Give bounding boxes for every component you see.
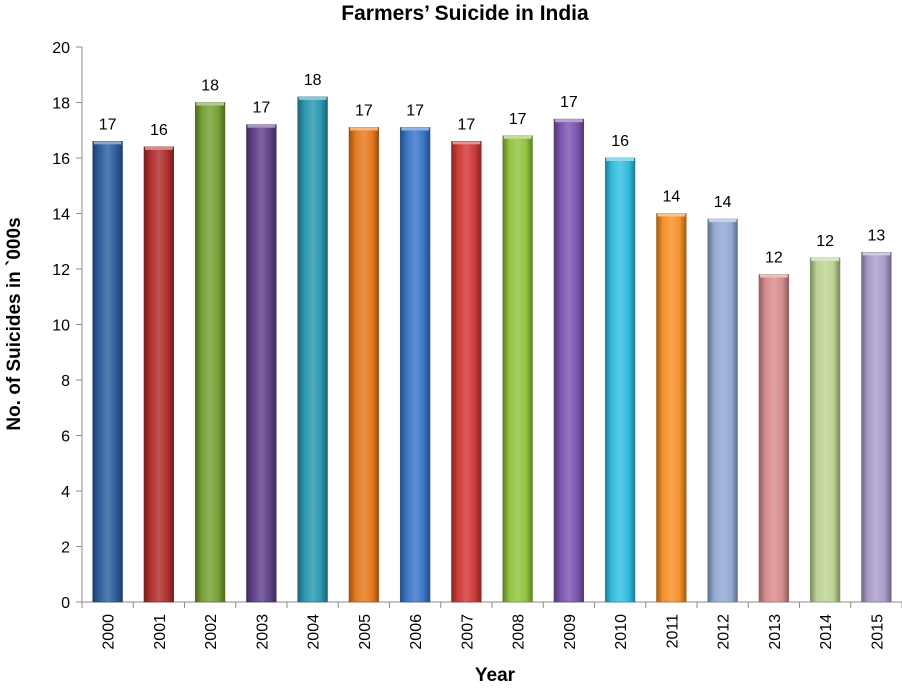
bar-2014 xyxy=(809,257,841,603)
x-tick-label: 2013 xyxy=(767,614,784,650)
x-tick-label: 2012 xyxy=(716,614,733,650)
bar-top-highlight xyxy=(298,96,327,100)
x-tick-label: 2010 xyxy=(613,614,630,650)
data-label: 16 xyxy=(611,133,629,150)
x-tick-label: 2001 xyxy=(152,614,169,650)
bar-2011 xyxy=(656,213,687,603)
y-tick-label: 10 xyxy=(52,318,70,335)
y-tick-label: 18 xyxy=(52,96,70,113)
data-label: 17 xyxy=(509,111,527,128)
data-label: 16 xyxy=(150,122,168,139)
y-tick-label: 4 xyxy=(61,484,70,501)
y-tick-label: 20 xyxy=(52,40,70,57)
bar-top-highlight xyxy=(503,135,532,139)
bar-top-highlight xyxy=(760,274,788,278)
x-tick-label: 2009 xyxy=(562,614,579,650)
bar-2008 xyxy=(502,135,533,603)
data-label: 17 xyxy=(355,102,373,119)
bar-2004 xyxy=(297,96,328,603)
bar-2009 xyxy=(553,118,585,603)
bar-top-highlight xyxy=(657,213,686,217)
data-label: 12 xyxy=(816,233,834,250)
x-tick-label: 2015 xyxy=(869,614,886,650)
y-tick-label: 2 xyxy=(61,540,70,557)
y-tick-label: 0 xyxy=(61,595,70,612)
x-tick-label: 2004 xyxy=(306,614,323,650)
bar-top-highlight xyxy=(401,127,429,131)
bar-2006 xyxy=(399,127,431,603)
data-label: 13 xyxy=(867,227,885,244)
bar-top-highlight xyxy=(350,127,378,131)
plot-area: 0 2 4 6 8 10 12 14 16 18 20 17 2000 16 2001 18 2002 17 200… xyxy=(52,40,902,650)
bar-top-highlight xyxy=(606,158,634,161)
bar-2002 xyxy=(194,102,226,603)
bar-2001 xyxy=(143,146,175,603)
bar-top-highlight xyxy=(196,102,224,106)
x-tick-label: 2008 xyxy=(511,614,528,650)
x-tick-label: 2000 xyxy=(101,614,118,650)
bar-2000 xyxy=(92,141,123,603)
x-tick-label: 2002 xyxy=(203,614,220,650)
data-label: 18 xyxy=(304,72,322,89)
data-label: 18 xyxy=(201,78,219,95)
x-tick-label: 2005 xyxy=(357,614,374,650)
y-axis-title: No. of Suicides in `000s xyxy=(4,217,25,430)
data-label: 17 xyxy=(252,100,270,117)
x-tick-label: 2011 xyxy=(664,614,681,649)
data-label: 14 xyxy=(714,194,732,211)
y-tick-label: 16 xyxy=(52,151,70,168)
bar-top-highlight xyxy=(708,219,737,223)
bar-2015 xyxy=(861,252,892,603)
bar-top-highlight xyxy=(811,257,839,261)
bar-top-highlight xyxy=(555,119,583,123)
y-tick-label: 8 xyxy=(61,373,70,390)
bar-top-highlight xyxy=(862,252,891,256)
data-label: 17 xyxy=(457,116,475,133)
y-tick-label: 6 xyxy=(61,429,70,446)
bar-top-highlight xyxy=(145,146,173,150)
data-label: 17 xyxy=(99,116,117,133)
bar-top-highlight xyxy=(452,141,481,145)
data-label: 17 xyxy=(560,94,578,111)
bar-2007 xyxy=(451,141,482,603)
x-tick-label: 2006 xyxy=(408,614,425,650)
data-label: 14 xyxy=(662,189,680,206)
bar-2012 xyxy=(707,218,738,603)
x-tick-label: 2007 xyxy=(459,614,476,650)
bar-2003 xyxy=(246,124,277,603)
bar-top-highlight xyxy=(93,141,122,145)
bar-2013 xyxy=(758,274,790,603)
y-tick-label: 12 xyxy=(52,262,70,279)
y-tick-label: 14 xyxy=(52,207,70,224)
bar-2005 xyxy=(348,127,380,603)
x-axis-title: Year xyxy=(475,665,516,686)
data-label: 17 xyxy=(406,102,424,119)
chart-title: Farmers’ Suicide in India xyxy=(341,2,589,25)
bar-2010 xyxy=(604,157,636,603)
data-label: 12 xyxy=(765,250,783,267)
x-tick-label: 2003 xyxy=(254,614,271,650)
x-tick-label: 2014 xyxy=(818,614,835,650)
bar-top-highlight xyxy=(247,124,276,128)
